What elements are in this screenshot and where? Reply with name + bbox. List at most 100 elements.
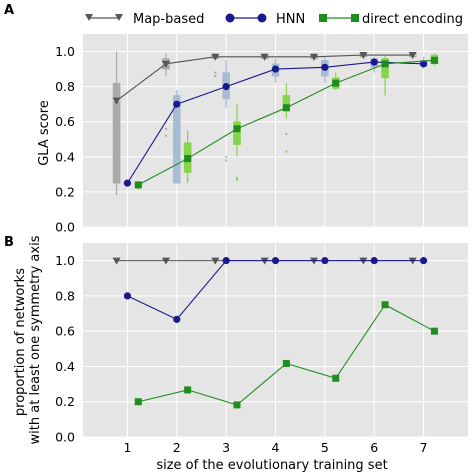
panel-a: 0.0 0.2 0.4 0.6 0.8 1.0 GLA score bbox=[37, 34, 468, 235]
box-outlier bbox=[164, 127, 167, 130]
box-outlier bbox=[285, 133, 288, 136]
series-point bbox=[161, 257, 170, 265]
x-tick-label: 1 bbox=[123, 440, 131, 455]
box-outlier bbox=[137, 187, 140, 190]
series-point bbox=[310, 53, 318, 61]
series-point bbox=[430, 327, 438, 335]
panel-b-grid bbox=[83, 243, 468, 438]
box-outlier bbox=[225, 159, 228, 162]
box-outlier bbox=[186, 178, 189, 181]
box-outlier bbox=[214, 75, 217, 78]
series-point bbox=[184, 386, 192, 394]
series-point bbox=[233, 401, 241, 409]
y-tick-label: 1.0 bbox=[55, 253, 75, 268]
series-point bbox=[321, 63, 329, 71]
panel-a-y-axis-label: GLA score bbox=[37, 100, 52, 166]
legend: Map-based HNN direct encoding bbox=[85, 12, 463, 27]
panel-b-y-axis-label: proportion of networks with at least one… bbox=[13, 235, 43, 444]
y-tick-label: 0.0 bbox=[55, 430, 75, 445]
legend-item-direct-encoding: direct encoding bbox=[319, 12, 463, 27]
series-point bbox=[271, 65, 280, 73]
series-point bbox=[173, 315, 181, 323]
panel-b-y-axis-label-line-2: with at least one symmetry axis bbox=[28, 235, 43, 444]
x-tick-label: 4 bbox=[272, 440, 280, 455]
panel-b-y-ticks: 0.0 0.2 0.4 0.6 0.8 1.0 bbox=[55, 253, 75, 444]
series-point bbox=[419, 257, 428, 265]
y-tick-label: 0.0 bbox=[55, 220, 75, 235]
series-point bbox=[134, 398, 142, 406]
series-point bbox=[260, 53, 269, 61]
panel-b-x-ticks: 1 2 3 4 5 6 7 bbox=[123, 440, 427, 455]
series-point bbox=[370, 257, 378, 265]
panel-a-y-ticks: 0.0 0.2 0.4 0.6 0.8 1.0 bbox=[55, 44, 75, 234]
series-point bbox=[211, 53, 220, 61]
legend-item-hnn: HNN bbox=[225, 12, 305, 27]
series-point bbox=[123, 179, 132, 187]
box-outlier bbox=[236, 176, 238, 179]
legend-marker-hnn bbox=[257, 13, 267, 23]
legend-label-map-based: Map-based bbox=[133, 12, 204, 27]
series-point bbox=[332, 374, 340, 382]
panel-label-b: B bbox=[4, 235, 14, 250]
panel-label-a: A bbox=[4, 3, 14, 18]
legend-marker-direct-encoding bbox=[319, 14, 327, 22]
y-tick-label: 0.6 bbox=[55, 114, 75, 129]
series-point bbox=[408, 52, 417, 60]
series-point bbox=[134, 181, 142, 189]
series-point bbox=[173, 100, 181, 108]
y-tick-label: 0.6 bbox=[55, 324, 75, 339]
y-tick-label: 0.2 bbox=[55, 394, 75, 409]
y-tick-label: 0.4 bbox=[55, 149, 75, 164]
series-point bbox=[112, 97, 121, 105]
legend-label-direct-encoding: direct encoding bbox=[362, 12, 463, 27]
series-point bbox=[419, 60, 428, 68]
box-outlier bbox=[285, 150, 288, 153]
panel-b-series bbox=[112, 257, 438, 409]
box bbox=[233, 121, 241, 145]
y-tick-label: 1.0 bbox=[55, 44, 75, 59]
series-point bbox=[370, 58, 378, 66]
series-point bbox=[381, 60, 389, 68]
box-outlier bbox=[164, 134, 167, 137]
box bbox=[381, 58, 389, 79]
x-tick-label: 3 bbox=[222, 440, 230, 455]
x-tick-label: 2 bbox=[173, 440, 181, 455]
series-point bbox=[222, 83, 230, 91]
series-point bbox=[112, 257, 121, 265]
y-tick-label: 0.2 bbox=[55, 184, 75, 199]
panel-a-grid bbox=[83, 34, 468, 228]
legend-marker-map-based bbox=[115, 14, 123, 21]
series-point bbox=[123, 292, 132, 300]
box bbox=[112, 82, 121, 184]
series-point bbox=[161, 60, 170, 68]
series-point bbox=[332, 79, 340, 87]
box-outlier bbox=[214, 71, 217, 74]
legend-item-map-based: Map-based bbox=[85, 12, 204, 27]
legend-marker-direct-encoding bbox=[351, 14, 359, 22]
box-outlier bbox=[225, 155, 228, 158]
series-point bbox=[233, 125, 241, 133]
panel-b-y-axis-label-line-1: proportion of networks bbox=[13, 268, 28, 416]
series-point bbox=[271, 257, 280, 265]
series-point bbox=[430, 56, 438, 64]
panel-b: 0.0 0.2 0.4 0.6 0.8 1.0 1 2 3 4 5 6 7 proportion of… bbox=[13, 235, 468, 473]
y-tick-label: 0.8 bbox=[55, 79, 75, 94]
panel-a-series bbox=[112, 52, 438, 189]
series-point bbox=[211, 257, 220, 265]
x-axis-label: size of the evolutionary training set bbox=[156, 458, 387, 473]
series-point bbox=[359, 52, 368, 60]
y-tick-label: 0.8 bbox=[55, 288, 75, 303]
legend-marker-hnn bbox=[225, 13, 235, 23]
box bbox=[282, 95, 291, 112]
series-point bbox=[282, 104, 290, 112]
series-point bbox=[222, 257, 230, 265]
box bbox=[172, 95, 181, 184]
legend-label-hnn: HNN bbox=[276, 12, 305, 27]
series-point bbox=[184, 155, 192, 163]
series-point bbox=[381, 301, 389, 309]
x-tick-label: 7 bbox=[420, 440, 428, 455]
y-tick-label: 0.4 bbox=[55, 359, 75, 374]
x-tick-label: 6 bbox=[370, 440, 378, 455]
box-outlier bbox=[236, 178, 238, 181]
